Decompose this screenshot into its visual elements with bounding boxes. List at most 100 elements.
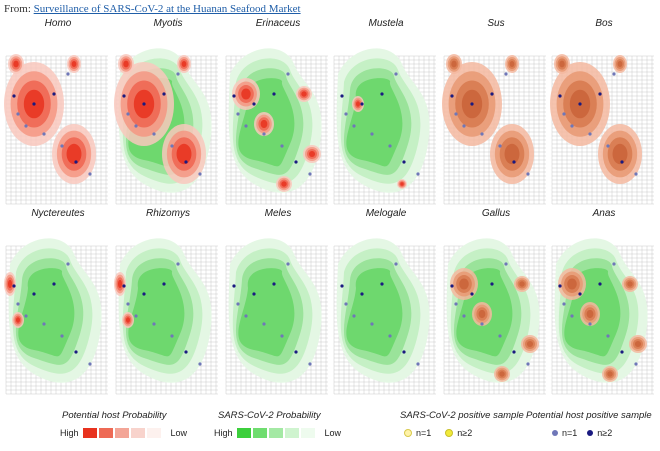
map-panel-bos: Bos <box>550 18 658 214</box>
host-sample-point <box>416 362 420 366</box>
host-sample-point <box>470 102 474 106</box>
host-sample-point <box>42 322 46 326</box>
host-sample-point <box>388 334 392 338</box>
map-panel-rhizomys: Rhizomys <box>114 208 222 404</box>
host-sample-point <box>16 302 20 306</box>
legend-host-title: Potential host Probability <box>62 410 167 421</box>
host-sample-point <box>562 302 566 306</box>
host-sample-point <box>380 92 384 96</box>
legend-sars-scale: High Low <box>214 428 341 438</box>
sars-probability-swatch <box>268 428 283 438</box>
host-sample-point <box>360 102 364 106</box>
panel-title: Homo <box>44 18 72 29</box>
host-sample-point <box>512 350 516 354</box>
host-sample-point <box>416 172 420 176</box>
host-sample-point <box>184 160 188 164</box>
panel-title: Erinaceus <box>255 18 301 29</box>
host-sample-point <box>634 172 638 176</box>
legend-host-high: High <box>60 428 79 438</box>
panel-title: Rhizomys <box>146 208 190 219</box>
host-sample-point <box>450 284 454 288</box>
market-map <box>114 238 218 395</box>
host-sample-point <box>606 334 610 338</box>
host-sample-point <box>394 72 398 76</box>
host-sample-point <box>252 292 256 296</box>
market-map <box>443 238 546 395</box>
host-sample-point <box>122 284 126 288</box>
legend-host-scale: High Low <box>60 428 187 438</box>
host-sample-point <box>42 132 46 136</box>
host-sample-point <box>498 144 502 148</box>
map-panel-meles: Meles <box>224 208 332 404</box>
sample-points <box>232 262 312 366</box>
host-sample-point <box>122 94 126 98</box>
host-sample-point <box>184 350 188 354</box>
host-sample-point <box>60 144 64 148</box>
market-map <box>551 238 654 395</box>
host-sample-point <box>308 172 312 176</box>
host-sample-point <box>262 322 266 326</box>
legend-host-sample-scale: n=1 n≥2 <box>552 428 612 438</box>
host-sample-point <box>198 172 202 176</box>
host-sample-point <box>66 262 70 266</box>
sars-probability-surface <box>228 238 322 383</box>
host-sample-point <box>134 314 138 318</box>
legend-sars-sample-title: SARS-CoV-2 positive sample <box>400 410 524 421</box>
host-sample-point <box>526 362 530 366</box>
sample-points <box>12 262 92 366</box>
host-sample-point <box>252 102 256 106</box>
host-sample-point <box>526 172 530 176</box>
legend-host-probability: Potential host Probability <box>62 410 167 421</box>
market-map <box>225 238 328 395</box>
market-map <box>333 48 436 205</box>
host-sample-point <box>588 132 592 136</box>
legend-sars-swatches <box>236 428 317 438</box>
host-sample-point <box>126 112 130 116</box>
host-sample-point <box>394 262 398 266</box>
map-panel-myotis: Myotis <box>114 18 222 214</box>
sample-points <box>12 72 92 176</box>
host-sample-point <box>294 350 298 354</box>
sars-probability-surface <box>8 238 102 383</box>
host-sample-point <box>570 314 574 318</box>
host-probability-surface <box>232 78 321 192</box>
host-sample-point <box>344 112 348 116</box>
host-sample-point <box>578 102 582 106</box>
panel-title: Nyctereutes <box>31 208 85 219</box>
market-map <box>4 238 108 395</box>
host-sample-point <box>286 262 290 266</box>
host-sample-point <box>454 302 458 306</box>
host-sample-point <box>352 124 356 128</box>
host-probability-surface <box>4 272 24 328</box>
host-sample-point <box>170 334 174 338</box>
host-sample-point <box>562 112 566 116</box>
host-probability-surface <box>352 96 407 189</box>
market-map <box>442 54 546 205</box>
map-panel-homo: Homo <box>4 18 112 214</box>
article-link[interactable]: Surveillance of SARS-CoV-2 at the Huanan… <box>33 3 301 15</box>
panel-title: Myotis <box>153 18 183 29</box>
host-sample-single-icon <box>552 430 558 436</box>
panel-title: Mustela <box>368 18 404 29</box>
sars-probability-swatch <box>252 428 267 438</box>
host-sample-point <box>244 124 248 128</box>
host-sample-point <box>152 132 156 136</box>
host-probability-swatch <box>146 428 161 438</box>
host-sample-point <box>462 314 466 318</box>
host-sample-point <box>232 284 236 288</box>
legend-sars-sample-scale: n=1 n≥2 <box>404 428 472 438</box>
host-sample-point <box>244 314 248 318</box>
host-sample-point <box>280 334 284 338</box>
host-sample-point <box>12 284 16 288</box>
source-prefix: From: <box>4 3 34 15</box>
sars-probability-surface <box>228 48 322 193</box>
legend-sars-sample: SARS-CoV-2 positive sample <box>400 410 524 421</box>
host-sample-point <box>598 282 602 286</box>
host-sample-point <box>88 172 92 176</box>
legend-host-sample-title: Potential host positive sample <box>526 410 652 421</box>
host-sample-point <box>620 350 624 354</box>
sars-sample-n1: n=1 <box>416 428 432 438</box>
host-sample-point <box>52 282 56 286</box>
host-sample-point <box>634 362 638 366</box>
host-sample-point <box>32 102 36 106</box>
